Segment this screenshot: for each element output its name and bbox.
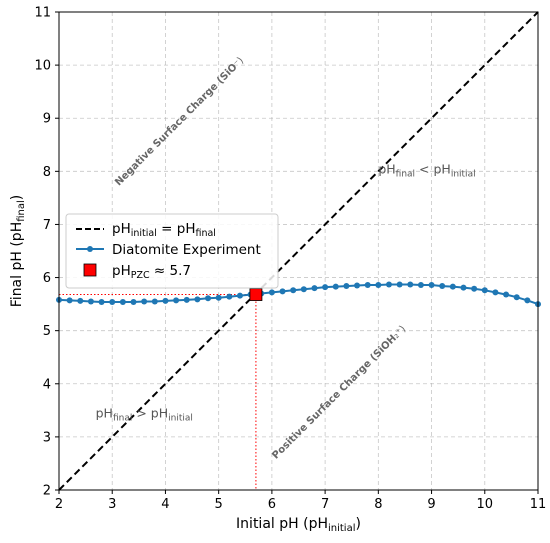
diatomite-data-point xyxy=(173,297,180,304)
diatomite-data-point xyxy=(183,296,190,303)
legend-diatomite-label: Diatomite Experiment xyxy=(112,242,261,258)
diatomite-data-point xyxy=(98,298,105,305)
y-tick-label: 6 xyxy=(43,271,51,286)
y-tick-label: 4 xyxy=(43,377,51,392)
diatomite-data-point xyxy=(385,281,392,288)
diatomite-data-point xyxy=(364,281,371,288)
legend-reference-label: pHinitial = pHfinal xyxy=(112,221,216,239)
diatomite-data-point xyxy=(322,284,329,291)
legend-box xyxy=(65,213,279,289)
diatomite-data-point xyxy=(375,281,382,288)
diatomite-data-point xyxy=(236,292,243,299)
x-tick-label: 10 xyxy=(477,497,494,512)
diatomite-data-point xyxy=(141,298,148,305)
diatomite-data-point xyxy=(428,281,435,288)
diatomite-data-point xyxy=(471,285,478,292)
diatomite-data-point xyxy=(162,297,169,304)
axes: 2 3 4 5 6 7 8 9 10 11 2 3 4 5 6 7 8 9 10 11 Initial pH (pHin… xyxy=(9,6,546,535)
diatomite-data-point xyxy=(354,282,361,289)
diatomite-data-point xyxy=(215,294,222,301)
legend-pzc-swatch xyxy=(83,263,97,277)
y-tick-label: 8 xyxy=(43,165,51,180)
x-tick-label: 7 xyxy=(321,497,329,512)
x-tick-label: 3 xyxy=(108,497,116,512)
legend-diatomite-marker xyxy=(87,246,93,252)
pzc-marker xyxy=(249,288,263,301)
y-tick-label: 5 xyxy=(43,324,51,339)
diatomite-data-point xyxy=(205,295,212,302)
diatomite-data-point xyxy=(396,281,403,288)
y-tick-label: 3 xyxy=(43,430,51,445)
diatomite-data-point xyxy=(87,298,94,305)
diatomite-data-point xyxy=(449,283,456,290)
x-tick-label: 6 xyxy=(268,497,276,512)
x-tick-label: 11 xyxy=(530,497,547,512)
diatomite-data-point xyxy=(194,296,201,303)
diatomite-series-line xyxy=(58,283,539,306)
x-tick-label: 5 xyxy=(215,497,223,512)
diatomite-data-point xyxy=(524,297,531,304)
x-axis-label: Initial pH (pHinitial) xyxy=(236,516,361,534)
diatomite-data-point xyxy=(417,281,424,288)
diatomite-data-point xyxy=(109,298,116,305)
x-tick-label: 8 xyxy=(374,497,382,512)
above-line-annotation: pHfinal < pHinitial xyxy=(378,161,475,179)
y-tick-label: 2 xyxy=(43,484,51,499)
x-tick-label: 2 xyxy=(55,497,63,512)
legend-pzc-label: pHPZC ≈ 5.7 xyxy=(112,263,191,281)
diatomite-data-point xyxy=(492,289,499,296)
y-tick-label: 9 xyxy=(43,112,51,127)
diatomite-data-point xyxy=(119,298,126,305)
diatomite-data-point xyxy=(513,294,520,301)
y-tick-label: 11 xyxy=(34,6,51,21)
x-tick-label: 4 xyxy=(161,497,169,512)
diatomite-data-point xyxy=(332,283,339,290)
diatomite-data-point xyxy=(279,288,286,295)
diatomite-data-point xyxy=(439,283,446,290)
diatomite-data-point xyxy=(77,297,84,304)
diatomite-data-point xyxy=(130,298,137,305)
below-line-annotation: pHfinal > pHinitial xyxy=(96,406,193,424)
y-axis-label: Final pH (pHfinal) xyxy=(9,195,27,307)
diatomite-data-point xyxy=(151,298,158,305)
diatomite-data-point xyxy=(311,285,318,292)
x-tick-label: 9 xyxy=(427,497,435,512)
legend: pHinitial = pHfinal Diatomite Experiment p… xyxy=(65,213,279,289)
diatomite-data-point xyxy=(66,297,73,304)
axes-frame xyxy=(58,11,539,491)
diatomite-data-point xyxy=(300,286,307,293)
diatomite-data-point xyxy=(290,287,297,294)
diatomite-data-point xyxy=(343,283,350,290)
y-tick-label: 7 xyxy=(43,218,51,233)
reference-line xyxy=(58,11,539,491)
plot-area xyxy=(56,11,541,491)
diatomite-data-point xyxy=(503,291,510,298)
y-tick-label: 10 xyxy=(34,59,51,74)
diatomite-data-point xyxy=(226,293,233,300)
diatomite-data-point xyxy=(268,289,275,296)
diatomite-data-point xyxy=(460,284,467,291)
diatomite-data-point xyxy=(407,281,414,288)
diatomite-data-point xyxy=(481,287,488,294)
